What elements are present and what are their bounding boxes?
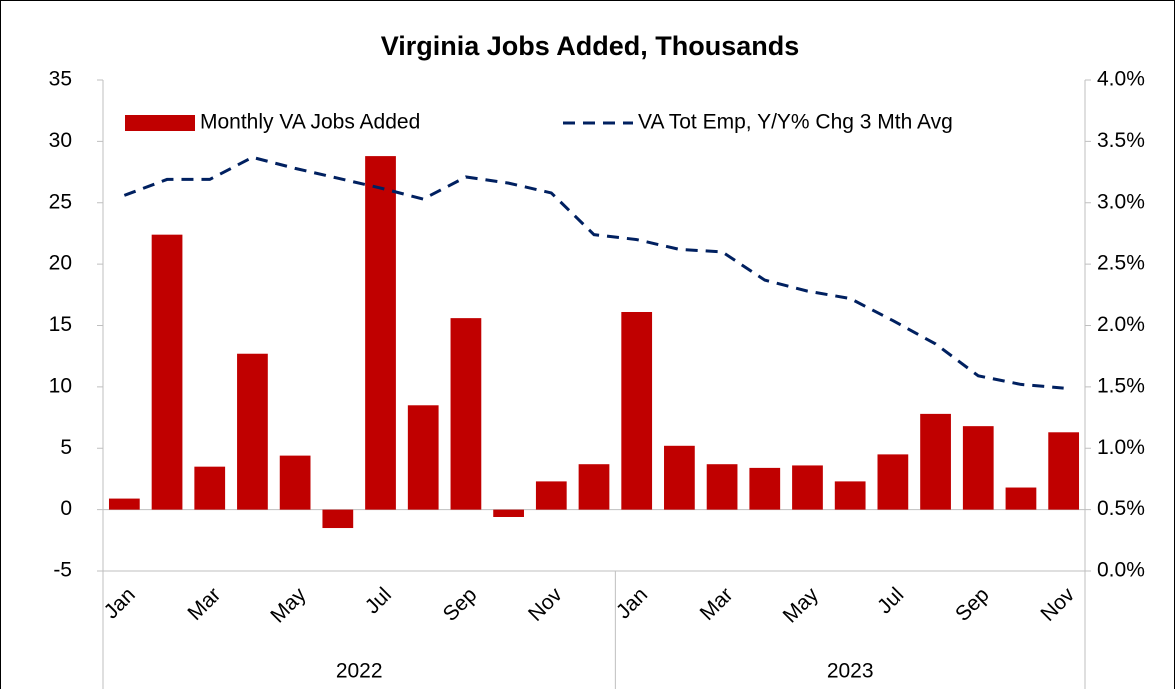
y-tick-label: 35 <box>49 68 72 91</box>
bar <box>407 405 439 510</box>
bar <box>108 498 140 510</box>
legend-swatch <box>125 115 195 131</box>
y2-tick-label: 2.0% <box>1097 313 1145 336</box>
y2-tick-label: 0.5% <box>1097 497 1145 520</box>
y-tick-label: 30 <box>49 129 72 152</box>
y2-tick-label: 4.0% <box>1097 68 1145 91</box>
bar <box>322 509 354 529</box>
bar <box>962 426 994 510</box>
bar <box>194 466 226 510</box>
legend-label: Monthly VA Jobs Added <box>200 111 420 134</box>
x-group-label: 2023 <box>827 660 874 683</box>
bar <box>279 455 311 510</box>
bar <box>664 445 695 510</box>
bar <box>1005 487 1037 510</box>
bar <box>151 234 183 510</box>
x-group-label: 2022 <box>336 660 383 683</box>
bar <box>621 311 653 510</box>
bar <box>877 454 909 510</box>
y-tick-label: 15 <box>49 313 72 336</box>
bar <box>493 509 524 517</box>
legend-label: VA Tot Emp, Y/Y% Chg 3 Mth Avg <box>638 111 953 134</box>
y-tick-label: 5 <box>60 436 72 459</box>
line <box>123 155 1064 390</box>
y-tick-label: 25 <box>49 190 72 213</box>
bar <box>834 481 866 510</box>
bar <box>578 464 610 510</box>
bar <box>920 413 951 510</box>
y-tick-label: 0 <box>60 497 72 520</box>
bar <box>792 465 823 510</box>
bar <box>365 156 396 510</box>
y2-tick-label: 3.5% <box>1097 129 1145 152</box>
y2-tick-label: 3.0% <box>1097 190 1145 213</box>
chart-title: Virginia Jobs Added, Thousands <box>381 31 800 61</box>
y-tick-label: 10 <box>49 374 72 397</box>
y-tick-label: -5 <box>53 559 72 582</box>
bar <box>450 318 482 510</box>
y2-tick-label: 2.5% <box>1097 252 1145 275</box>
y2-tick-label: 0.0% <box>1097 559 1145 582</box>
y2-tick-label: 1.5% <box>1097 374 1145 397</box>
y-tick-label: 20 <box>49 252 72 275</box>
bar <box>706 464 738 510</box>
bar <box>237 353 268 510</box>
y2-tick-label: 1.0% <box>1097 436 1145 459</box>
bar <box>535 481 567 510</box>
bar <box>1048 432 1080 510</box>
bar <box>749 467 781 510</box>
